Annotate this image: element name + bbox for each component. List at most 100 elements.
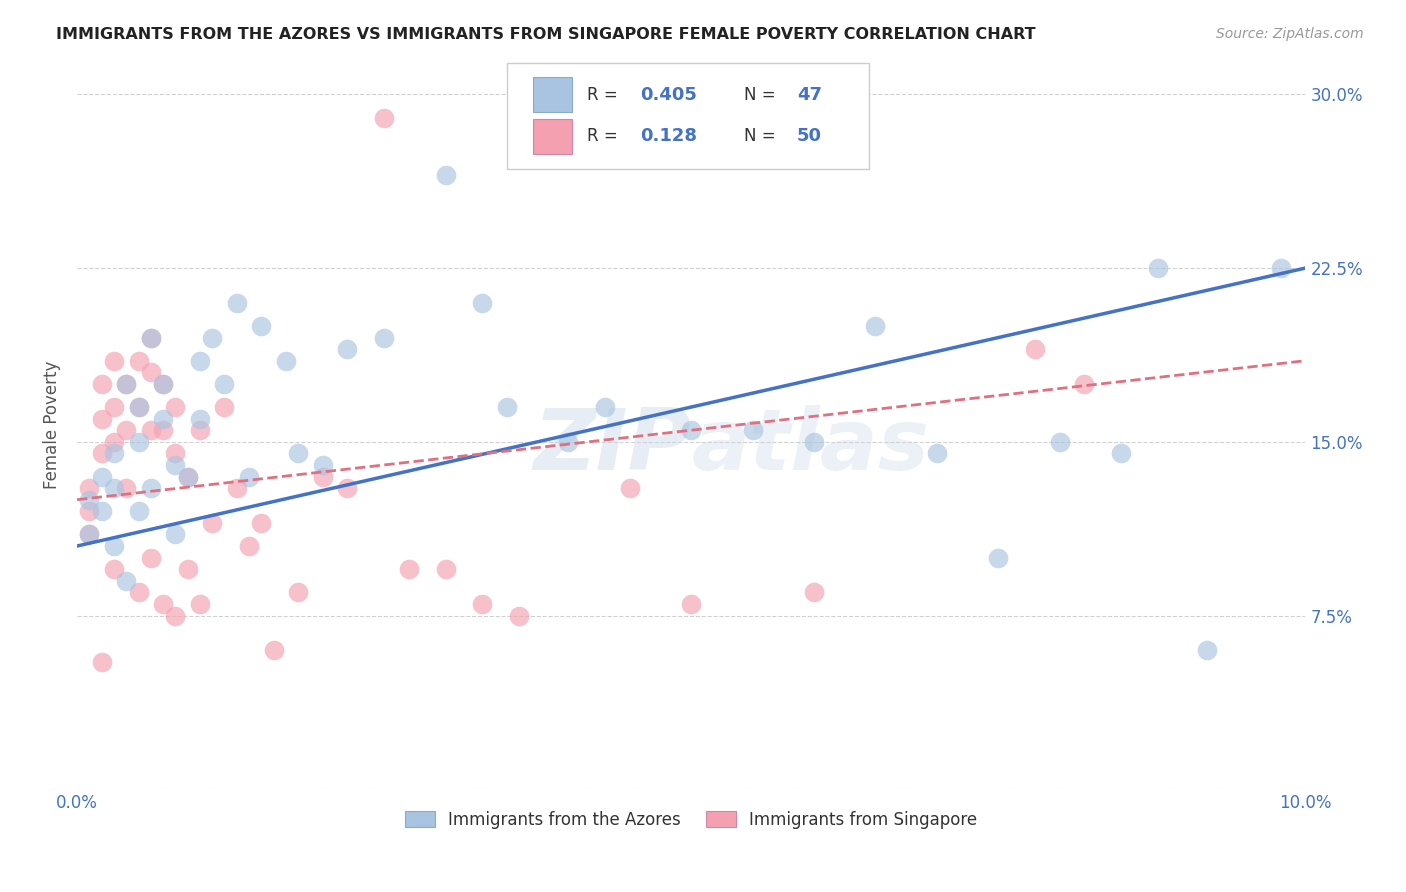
- Text: IMMIGRANTS FROM THE AZORES VS IMMIGRANTS FROM SINGAPORE FEMALE POVERTY CORRELATI: IMMIGRANTS FROM THE AZORES VS IMMIGRANTS…: [56, 27, 1036, 42]
- Legend: Immigrants from the Azores, Immigrants from Singapore: Immigrants from the Azores, Immigrants f…: [398, 805, 984, 836]
- Point: [619, 481, 641, 495]
- Point: [103, 562, 125, 576]
- FancyBboxPatch shape: [533, 119, 572, 153]
- Point: [987, 550, 1010, 565]
- Point: [115, 376, 138, 391]
- Point: [803, 434, 825, 449]
- Point: [128, 353, 150, 368]
- Point: [79, 527, 101, 541]
- Point: [336, 481, 359, 495]
- Point: [139, 550, 162, 565]
- Point: [681, 597, 703, 611]
- Point: [79, 492, 101, 507]
- Point: [165, 446, 187, 460]
- Point: [115, 376, 138, 391]
- Point: [1024, 342, 1046, 356]
- Text: atlas: atlas: [692, 405, 929, 488]
- Point: [925, 446, 948, 460]
- Point: [128, 585, 150, 599]
- Text: R =: R =: [586, 128, 628, 145]
- Point: [152, 597, 174, 611]
- Point: [103, 446, 125, 460]
- Point: [274, 353, 297, 368]
- Point: [225, 295, 247, 310]
- Point: [90, 469, 112, 483]
- Point: [90, 504, 112, 518]
- Point: [103, 481, 125, 495]
- Point: [103, 539, 125, 553]
- Point: [803, 585, 825, 599]
- Point: [263, 643, 285, 657]
- Point: [139, 330, 162, 344]
- Point: [103, 353, 125, 368]
- FancyBboxPatch shape: [508, 63, 869, 169]
- Y-axis label: Female Poverty: Female Poverty: [44, 360, 60, 489]
- Text: R =: R =: [586, 86, 623, 103]
- Point: [593, 400, 616, 414]
- Point: [287, 446, 309, 460]
- Point: [176, 469, 198, 483]
- Point: [238, 539, 260, 553]
- Point: [139, 481, 162, 495]
- Point: [152, 423, 174, 437]
- Point: [128, 400, 150, 414]
- Point: [103, 400, 125, 414]
- Point: [238, 469, 260, 483]
- Point: [865, 318, 887, 333]
- Text: 0.405: 0.405: [640, 86, 696, 103]
- Point: [128, 400, 150, 414]
- FancyBboxPatch shape: [533, 77, 572, 112]
- Text: N =: N =: [744, 86, 780, 103]
- Point: [139, 423, 162, 437]
- Point: [201, 330, 224, 344]
- Point: [152, 376, 174, 391]
- Point: [681, 423, 703, 437]
- Point: [471, 597, 494, 611]
- Point: [188, 411, 211, 425]
- Point: [90, 655, 112, 669]
- Point: [201, 516, 224, 530]
- Point: [90, 446, 112, 460]
- Point: [165, 527, 187, 541]
- Point: [373, 111, 395, 125]
- Point: [373, 330, 395, 344]
- Point: [90, 411, 112, 425]
- Point: [103, 434, 125, 449]
- Text: 0.128: 0.128: [640, 128, 696, 145]
- Point: [128, 504, 150, 518]
- Point: [165, 400, 187, 414]
- Point: [115, 481, 138, 495]
- Point: [115, 574, 138, 588]
- Text: 50: 50: [797, 128, 823, 145]
- Point: [79, 504, 101, 518]
- Point: [1073, 376, 1095, 391]
- Point: [398, 562, 420, 576]
- Text: N =: N =: [744, 128, 780, 145]
- Point: [250, 318, 273, 333]
- Point: [115, 423, 138, 437]
- Point: [214, 376, 236, 391]
- Point: [225, 481, 247, 495]
- Point: [139, 365, 162, 379]
- Point: [557, 434, 579, 449]
- Point: [508, 608, 530, 623]
- Point: [90, 376, 112, 391]
- Point: [188, 597, 211, 611]
- Point: [1270, 261, 1292, 276]
- Point: [1197, 643, 1219, 657]
- Point: [312, 458, 335, 472]
- Point: [128, 434, 150, 449]
- Point: [165, 458, 187, 472]
- Point: [1147, 261, 1170, 276]
- Point: [312, 469, 335, 483]
- Point: [214, 400, 236, 414]
- Point: [188, 353, 211, 368]
- Text: 47: 47: [797, 86, 823, 103]
- Point: [471, 295, 494, 310]
- Point: [1109, 446, 1132, 460]
- Point: [188, 423, 211, 437]
- Point: [741, 423, 763, 437]
- Point: [139, 330, 162, 344]
- Point: [336, 342, 359, 356]
- Point: [250, 516, 273, 530]
